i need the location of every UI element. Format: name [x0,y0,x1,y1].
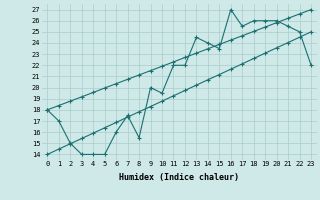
X-axis label: Humidex (Indice chaleur): Humidex (Indice chaleur) [119,173,239,182]
